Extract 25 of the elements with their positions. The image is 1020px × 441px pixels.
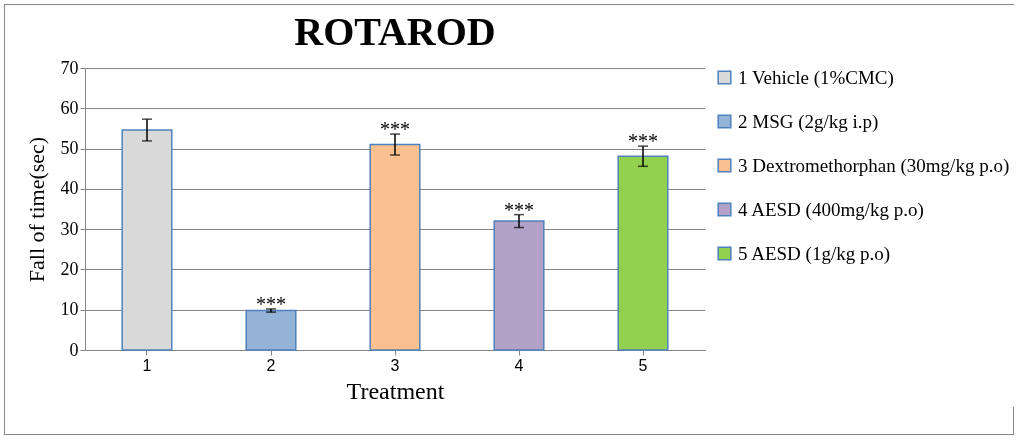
y-tick-label: 60 — [60, 97, 79, 118]
y-tick-label: 50 — [60, 138, 79, 159]
legend-label: 3 Dextromethorphan (30mg/kg p.o) — [738, 154, 1010, 177]
legend-label: 2 MSG (2g/kg i.p) — [738, 110, 879, 133]
x-tick-label: 4 — [514, 356, 524, 374]
legend-label: 5 AESD (1g/kg p.o) — [738, 242, 890, 265]
y-tick-label: 0 — [69, 339, 79, 360]
x-tick-label: 5 — [638, 356, 648, 374]
legend-label: 1 Vehicle (1%CMC) — [738, 66, 894, 89]
y-tick-label: 10 — [60, 299, 79, 320]
annotation: *** — [628, 130, 658, 153]
y-tick-label: 40 — [60, 178, 79, 199]
y-tick-label: 20 — [60, 258, 79, 279]
y-axis-title: Fall of time(sec) — [23, 136, 49, 283]
x-tick-label: 3 — [390, 356, 400, 374]
x-tick-label: 1 — [142, 356, 152, 374]
y-tick-label: 30 — [60, 218, 79, 239]
annotation: *** — [380, 118, 410, 141]
chart-title: ROTAROD — [294, 9, 496, 54]
annotation: *** — [504, 198, 534, 221]
x-axis-title: Treatment — [346, 377, 445, 404]
annotation: *** — [256, 292, 286, 315]
x-tick-label: 2 — [266, 356, 276, 374]
legend-label: 4 AESD (400mg/kg p.o) — [738, 198, 924, 221]
y-tick-label: 70 — [60, 57, 79, 78]
